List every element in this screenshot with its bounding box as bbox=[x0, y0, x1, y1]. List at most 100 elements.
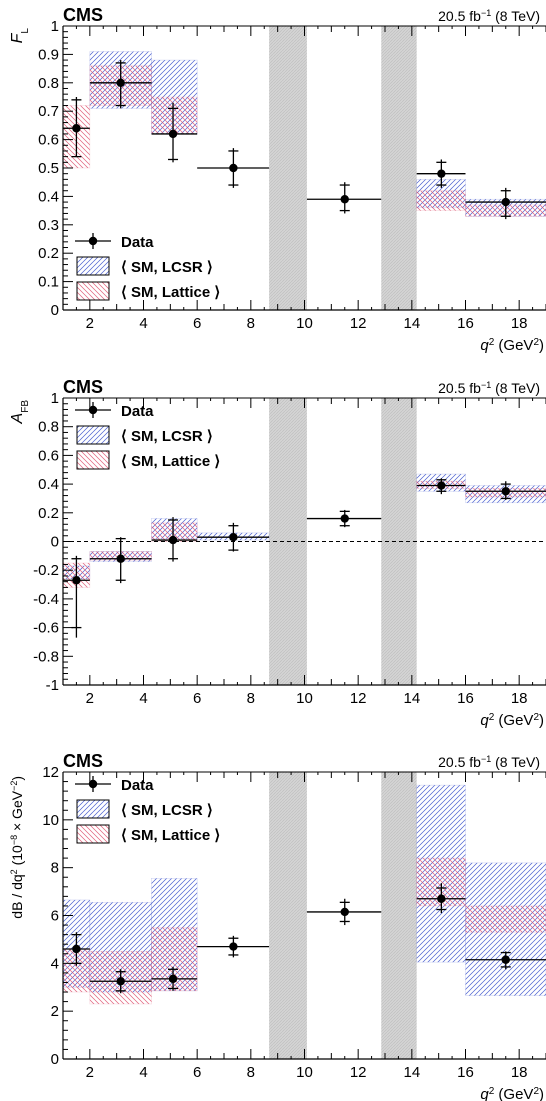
legend: Data ⟨ SM, LCSR ⟩ ⟨ SM, Lattice ⟩ bbox=[75, 233, 220, 301]
legend-data-marker bbox=[88, 405, 98, 415]
x-tick-label: 16 bbox=[457, 1064, 474, 1081]
legend-label-lcsr: ⟨ SM, LCSR ⟩ bbox=[121, 259, 213, 276]
y-tick-label: 0.6 bbox=[38, 447, 59, 464]
y-label-unit-sup2: −2 bbox=[9, 781, 19, 791]
lumi-value: 20.5 fb bbox=[438, 754, 481, 770]
y-axis-label: FL bbox=[9, 28, 31, 44]
x-label-close: ) bbox=[539, 712, 544, 729]
legend-lattice-swatch bbox=[76, 824, 110, 844]
data-marker bbox=[229, 163, 238, 173]
data-point-2 bbox=[89, 537, 152, 584]
legend-label-lcsr: ⟨ SM, LCSR ⟩ bbox=[121, 428, 213, 445]
lumi-exponent: −1 bbox=[481, 754, 491, 764]
y-tick-label: 0.9 bbox=[38, 46, 59, 63]
x-axis-label: q2 (GeV2) bbox=[480, 712, 544, 730]
lattice-band-3 bbox=[151, 96, 198, 135]
x-tick-label: 4 bbox=[139, 315, 147, 332]
y-tick-label: 0 bbox=[51, 1051, 59, 1068]
y-tick-label: 0.1 bbox=[38, 274, 59, 291]
x-label-var: q bbox=[480, 712, 489, 729]
x-label-close: ) bbox=[539, 1086, 544, 1101]
lumi-exponent: −1 bbox=[481, 8, 491, 18]
y-tick-label: 0.4 bbox=[38, 476, 59, 493]
data-marker bbox=[168, 974, 178, 984]
y-label-sub: FB bbox=[20, 400, 31, 413]
experiment-label: CMS bbox=[63, 5, 103, 25]
lattice-band-4 bbox=[416, 190, 466, 211]
legend-label-data: Data bbox=[121, 234, 154, 251]
x-label-unit: (GeV bbox=[494, 337, 533, 354]
x-tick-label: 10 bbox=[296, 315, 313, 332]
x-tick-label: 8 bbox=[247, 315, 255, 332]
x-label-var: q bbox=[480, 337, 489, 354]
data-marker bbox=[437, 894, 446, 903]
y-tick-label: 2 bbox=[51, 1003, 59, 1020]
energy-label: (8 TeV) bbox=[491, 8, 540, 24]
x-label-var: q bbox=[480, 1086, 489, 1101]
data-point-3 bbox=[151, 517, 198, 562]
x-tick-label: 8 bbox=[247, 690, 255, 707]
x-tick-label: 18 bbox=[511, 1064, 528, 1081]
x-tick-label: 18 bbox=[511, 690, 528, 707]
y-label-unit-rest: × GeV bbox=[9, 790, 25, 835]
x-tick-label: 2 bbox=[86, 315, 94, 332]
x-tick-label: 4 bbox=[139, 690, 147, 707]
data-marker bbox=[72, 576, 81, 585]
legend-label-lattice: ⟨ SM, Lattice ⟩ bbox=[121, 827, 220, 844]
data-marker bbox=[340, 195, 349, 204]
veto-band-2 bbox=[381, 772, 417, 1059]
x-axis-label: q2 (GeV2) bbox=[480, 1086, 544, 1101]
data-point-4 bbox=[197, 935, 270, 958]
legend-lcsr-swatch bbox=[76, 256, 110, 276]
x-tick-label: 14 bbox=[403, 315, 420, 332]
data-marker bbox=[72, 944, 81, 954]
legend-lattice-swatch bbox=[76, 281, 110, 301]
legend-label-lcsr: ⟨ SM, LCSR ⟩ bbox=[121, 802, 213, 819]
y-tick-label: 0.5 bbox=[38, 160, 59, 177]
y-label-unit-sup: −8 bbox=[9, 835, 19, 845]
data-point-2 bbox=[89, 60, 152, 109]
y-tick-label: 12 bbox=[42, 764, 59, 781]
data-point-6 bbox=[416, 883, 466, 914]
x-tick-label: 2 bbox=[86, 1064, 94, 1081]
data-marker bbox=[437, 169, 446, 178]
data-marker bbox=[72, 124, 81, 133]
y-tick-label: 0.2 bbox=[38, 505, 59, 522]
data-point-1 bbox=[63, 932, 90, 966]
data-marker bbox=[501, 955, 510, 964]
chart-panel-fl: 2 4 6 8 10 12 14 16 1800.10.20.30.40.50.60.70.80… bbox=[9, 5, 546, 354]
data-point-6 bbox=[416, 478, 466, 495]
y-tick-label: 0.3 bbox=[38, 217, 59, 234]
energy-label: (8 TeV) bbox=[491, 380, 540, 396]
data-marker bbox=[229, 942, 238, 951]
x-axis-label: q2 (GeV2) bbox=[480, 337, 544, 355]
y-label-var: dB / dq bbox=[9, 874, 25, 918]
x-tick-label: 12 bbox=[350, 690, 367, 707]
x-tick-label: 4 bbox=[139, 1064, 147, 1081]
veto-band-1 bbox=[269, 772, 307, 1059]
x-tick-label: 6 bbox=[193, 1064, 201, 1081]
y-label-unit: (10 bbox=[9, 845, 25, 869]
legend-label-data: Data bbox=[121, 403, 154, 420]
data-point-5 bbox=[306, 898, 382, 926]
x-tick-label: 12 bbox=[350, 315, 367, 332]
x-tick-label: 10 bbox=[296, 690, 313, 707]
lattice-band-5 bbox=[465, 905, 546, 933]
y-axis-label: dB / dq2 (10−8 × GeV−2) bbox=[9, 776, 25, 919]
x-tick-label: 6 bbox=[193, 315, 201, 332]
x-label-unit-sup: 2 bbox=[533, 712, 539, 723]
x-label-sup: 2 bbox=[489, 712, 495, 723]
x-tick-label: 10 bbox=[296, 1064, 313, 1081]
y-tick-label: 0.2 bbox=[38, 245, 59, 262]
data-marker bbox=[116, 78, 125, 88]
energy-label: (8 TeV) bbox=[491, 754, 540, 770]
legend-label-lattice: ⟨ SM, Lattice ⟩ bbox=[121, 284, 220, 301]
lumi-value: 20.5 fb bbox=[438, 380, 481, 396]
lumi-exponent: −1 bbox=[481, 380, 491, 390]
data-point-7 bbox=[465, 951, 546, 970]
legend-data-marker bbox=[88, 236, 98, 246]
y-tick-label: -0.6 bbox=[33, 620, 59, 637]
data-point-5 bbox=[306, 509, 382, 528]
